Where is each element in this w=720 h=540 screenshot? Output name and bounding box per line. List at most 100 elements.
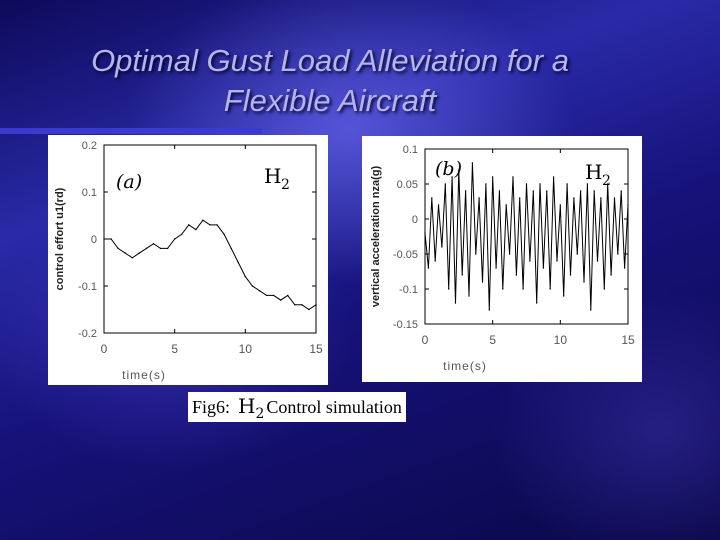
data-point xyxy=(515,274,518,276)
y-tick-label: 0.2 xyxy=(82,140,97,152)
x-tick-label: 0 xyxy=(101,342,108,356)
data-point xyxy=(279,299,282,301)
data-point xyxy=(258,290,261,292)
data-point xyxy=(579,190,582,192)
figure-caption: Fig6: H2 Control simulation xyxy=(188,392,406,422)
data-point xyxy=(505,204,507,206)
data-point xyxy=(195,228,197,231)
x-tick-label: 5 xyxy=(171,342,178,356)
data-point xyxy=(498,190,501,192)
data-point xyxy=(315,304,317,306)
data-point xyxy=(478,197,480,199)
data-point xyxy=(485,183,487,185)
data-point xyxy=(539,183,541,185)
data-point xyxy=(549,288,551,290)
controller-label: H xyxy=(585,160,602,184)
panel-label: (b) xyxy=(435,158,462,180)
data-point xyxy=(424,232,426,234)
controller-subscript: 2 xyxy=(281,177,290,193)
y-tick-label: -0.05 xyxy=(393,249,418,261)
data-point xyxy=(623,267,626,269)
data-point xyxy=(145,247,148,250)
y-tick-label: -0.2 xyxy=(78,328,97,340)
data-point xyxy=(294,304,296,306)
data-point xyxy=(519,197,521,199)
data-point xyxy=(583,281,585,283)
data-point xyxy=(444,183,446,185)
chart-panel-b: 0.1 0.05 0 -0.05 -0.1 -0.15 0 5 10 15 time(s) verti… xyxy=(362,136,642,382)
data-point xyxy=(590,309,592,311)
x-axis-label: time(s) xyxy=(443,359,487,373)
data-point xyxy=(556,260,558,262)
data-point xyxy=(512,176,514,178)
data-point xyxy=(441,246,443,248)
y-axis-label: vertical acceleration nza(g) xyxy=(370,166,382,308)
title-underline-bar xyxy=(0,128,262,134)
data-point xyxy=(525,183,528,185)
data-point xyxy=(287,294,289,297)
data-point xyxy=(117,247,119,250)
data-point xyxy=(461,274,463,276)
data-point xyxy=(532,190,534,192)
data-point xyxy=(103,238,105,240)
data-point xyxy=(488,309,490,311)
y-tick-label: -0.1 xyxy=(78,281,97,293)
data-point xyxy=(617,253,619,255)
caption-prefix: Fig6: xyxy=(192,397,231,417)
data-point xyxy=(475,253,477,255)
data-point xyxy=(491,176,494,178)
controller-label: H xyxy=(264,164,281,188)
data-point xyxy=(427,267,430,269)
data-point xyxy=(131,257,133,259)
data-point xyxy=(464,190,467,192)
data-point xyxy=(447,288,450,290)
y-tick-label: 0.1 xyxy=(82,187,97,199)
x-tick-label: 0 xyxy=(422,333,429,347)
data-point xyxy=(596,260,599,262)
data-point xyxy=(522,288,524,290)
caption-h: H xyxy=(238,394,256,418)
data-point xyxy=(458,169,460,171)
data-point xyxy=(569,274,572,276)
data-point xyxy=(627,204,629,206)
y-tick-label: -0.1 xyxy=(399,284,418,296)
data-point xyxy=(471,162,474,164)
x-tick-label: 10 xyxy=(239,342,253,356)
controller-subscript: 2 xyxy=(602,173,611,189)
data-point xyxy=(434,260,436,262)
data-point xyxy=(230,247,232,250)
data-point xyxy=(454,302,457,304)
data-point xyxy=(576,253,578,255)
slide-title-line-1: Optimal Gust Load Alleviation for a xyxy=(91,43,569,78)
data-point xyxy=(202,219,204,221)
chart-a: 0.2 0.1 0 -0.1 -0.2 0 5 10 15 time(s) control effo… xyxy=(54,140,323,382)
y-tick-label: 0.05 xyxy=(397,179,418,191)
data-point xyxy=(559,204,562,206)
data-point xyxy=(586,183,589,185)
data-point xyxy=(181,233,183,235)
data-point xyxy=(481,281,484,283)
data-point xyxy=(251,285,254,287)
data-point xyxy=(152,243,155,245)
x-tick-label: 15 xyxy=(621,333,635,347)
y-tick-label: 0 xyxy=(412,214,418,226)
data-point xyxy=(620,190,622,192)
data-point xyxy=(529,260,531,262)
caption-suffix: Control simulation xyxy=(266,397,402,417)
data-point xyxy=(272,294,275,297)
data-point xyxy=(138,252,141,254)
data-point xyxy=(546,190,548,192)
data-point xyxy=(468,295,470,297)
data-point xyxy=(431,197,433,199)
chart-panel-a: 0.2 0.1 0 -0.1 -0.2 0 5 10 15 time(s) control effo… xyxy=(48,135,328,385)
data-point xyxy=(308,308,310,311)
y-tick-label: 0 xyxy=(91,234,97,246)
x-tick-label: 15 xyxy=(309,342,323,356)
caption-subscript: 2 xyxy=(255,406,265,422)
data-point xyxy=(223,233,225,235)
y-axis-label: control effort u1(rd) xyxy=(54,187,66,290)
data-point xyxy=(502,288,504,290)
data-point xyxy=(265,294,268,297)
data-point xyxy=(610,274,612,276)
data-point xyxy=(209,224,211,226)
